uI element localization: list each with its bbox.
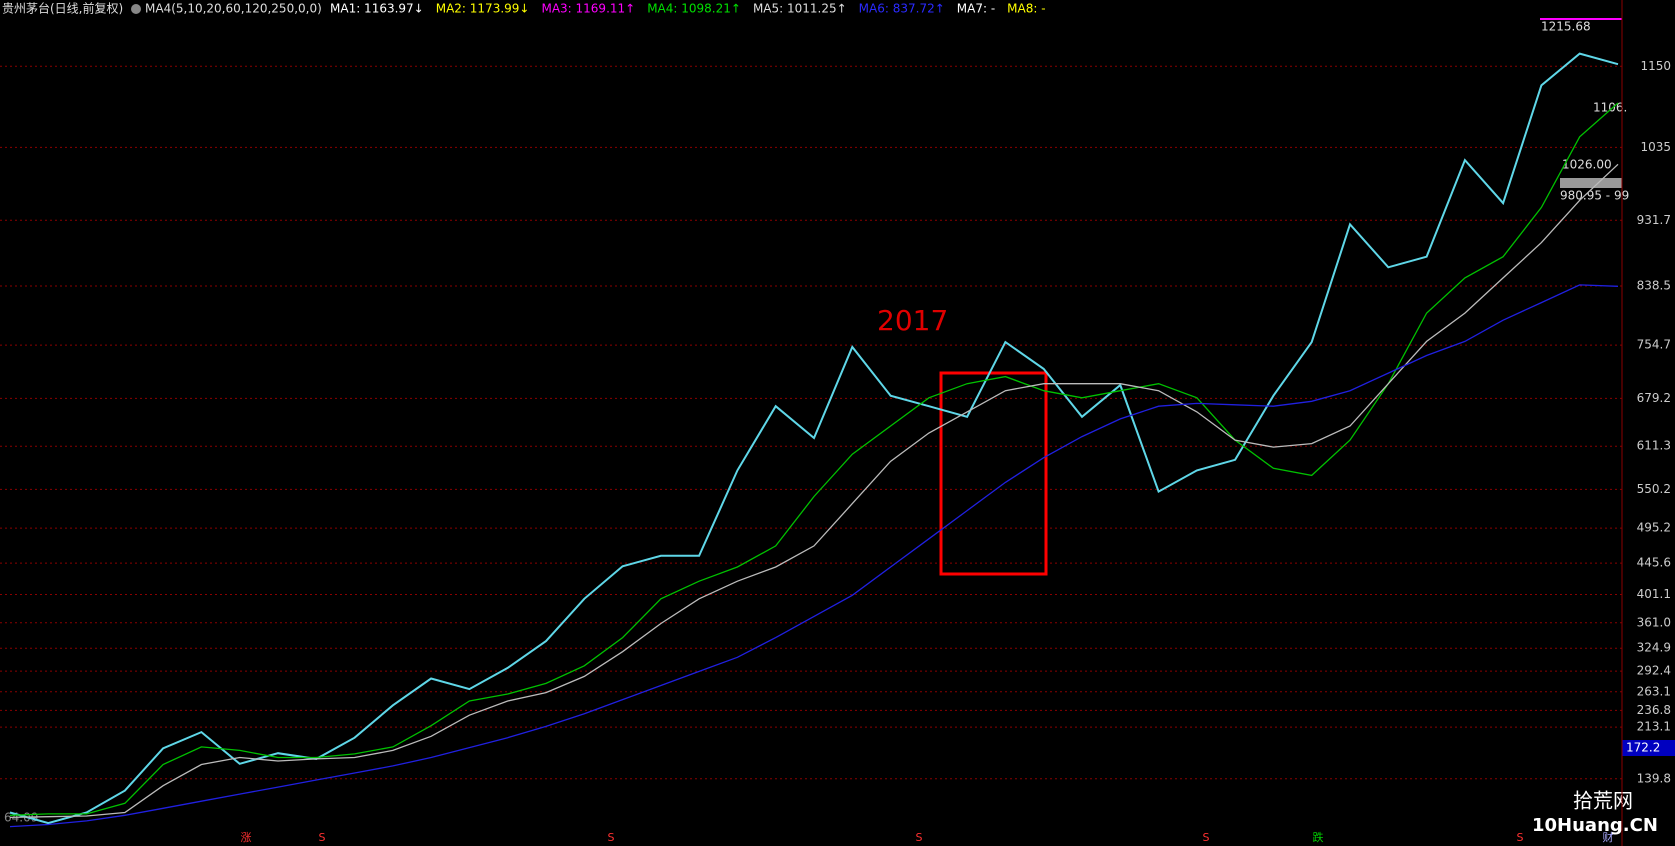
marker: S (319, 831, 326, 844)
price-marker-box (1622, 740, 1675, 756)
indicator: MA4(5,10,20,60,120,250,0,0) (145, 2, 322, 16)
marker: S (1203, 831, 1210, 844)
y-tick-label: 754.7 (1637, 338, 1671, 352)
ma-readout: MA8: - (1007, 2, 1045, 16)
y-tick-label: 495.2 (1637, 521, 1671, 535)
series-line (9, 163, 1619, 819)
ma-readout: MA3: 1169.11↑ (541, 2, 635, 16)
series-line (9, 102, 1619, 816)
y-tick-label: 401.1 (1637, 587, 1671, 601)
y-tick-label: 838.5 (1637, 278, 1671, 292)
y-tick-label: 445.6 (1637, 556, 1671, 570)
price-label: 1106. (1593, 101, 1627, 115)
y-tick-label: 324.9 (1637, 641, 1671, 655)
ma-readout: MA4: 1098.21↑ (647, 2, 741, 16)
price-label: 980.95 - 99 (1560, 189, 1629, 203)
marker: S (916, 831, 923, 844)
price-marker: 172.2 (1626, 741, 1660, 755)
marker: 跌 (1313, 830, 1324, 844)
watermark-text: 10Huang.CN (1532, 815, 1658, 836)
ma-readout: MA7: - (957, 2, 995, 16)
grid (0, 65, 1622, 780)
price-band (1560, 178, 1622, 188)
y-tick-label: 139.8 (1637, 771, 1671, 785)
annotation: 2017 (877, 304, 948, 337)
price-label: 1215.68 (1541, 20, 1591, 34)
settings-icon[interactable] (131, 4, 141, 14)
marker: S (1517, 831, 1524, 844)
y-tick-label: 679.2 (1637, 391, 1671, 405)
price-label: 1026.00 (1562, 158, 1612, 172)
y-tick-label: 236.8 (1637, 703, 1671, 717)
y-tick-label: 292.4 (1637, 664, 1671, 678)
chart-title: 贵州茅台(日线,前复权) (2, 1, 123, 16)
ma-readout: MA1: 1163.97↓ (330, 2, 424, 16)
y-tick-label: 550.2 (1637, 482, 1671, 496)
y-tick-label: 213.1 (1637, 720, 1671, 734)
ma-readout: MA6: 837.72↑ (859, 2, 945, 16)
watermark: 拾荒网 10Huang.CN (1532, 789, 1658, 837)
marker: 涨 (241, 831, 252, 844)
watermark-text: 拾荒网 (1573, 789, 1633, 813)
y-tick-label: 263.1 (1637, 684, 1671, 698)
y-tick-label: 1150 (1640, 59, 1671, 73)
y-tick-label: 1035 (1640, 140, 1671, 154)
marker: 财 (1603, 830, 1614, 844)
y-tick-label: 611.3 (1637, 439, 1671, 453)
series-line (9, 284, 1619, 828)
marker: S (608, 831, 615, 844)
series-line (9, 52, 1619, 825)
ma-readout: MA2: 1173.99↓ (436, 2, 530, 16)
y-tick-label: 931.7 (1637, 213, 1671, 227)
ma-readout: MA5: 1011.25↑ (753, 2, 847, 16)
highlight-box (939, 371, 1048, 576)
y-tick-label: 361.0 (1637, 615, 1671, 629)
